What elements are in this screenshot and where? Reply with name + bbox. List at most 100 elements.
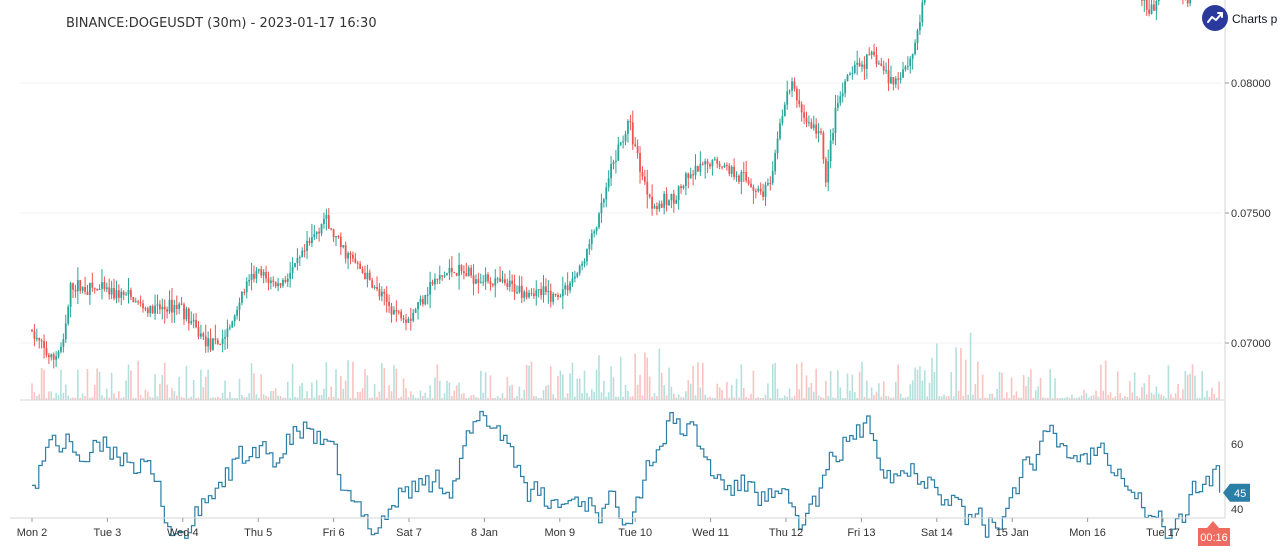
- volume-bar: [231, 397, 234, 400]
- candle-body: [327, 215, 330, 229]
- volume-bar: [1054, 378, 1056, 400]
- candle-body: [310, 237, 313, 243]
- volume-bar: [851, 374, 854, 400]
- candle-body: [557, 295, 559, 298]
- volume-bar: [547, 384, 550, 400]
- candle-body: [841, 93, 844, 97]
- volume-bar: [385, 397, 388, 400]
- candle-body: [875, 55, 878, 65]
- time-tag: [1198, 528, 1230, 546]
- volume-bar: [663, 385, 665, 400]
- candle-body: [561, 289, 564, 297]
- candle-body: [598, 213, 600, 228]
- candle-body: [680, 186, 682, 189]
- time-tick-label: Tue 10: [618, 527, 652, 539]
- volume-series: [31, 332, 1220, 400]
- volume-bar: [619, 356, 622, 400]
- candle-body: [364, 272, 366, 280]
- volume-bar: [1049, 368, 1052, 400]
- volume-bar: [658, 348, 661, 400]
- candle-body: [429, 282, 432, 295]
- candle-body: [35, 338, 38, 340]
- candle-body: [306, 240, 308, 251]
- volume-bar: [825, 380, 827, 400]
- volume-bar: [142, 397, 144, 400]
- volume-bar: [255, 394, 258, 400]
- price-tick-label: 0.07500: [1231, 208, 1271, 220]
- volume-bar: [904, 397, 907, 400]
- candle-body: [407, 318, 410, 323]
- volume-bar: [378, 391, 381, 400]
- volume-bar: [448, 382, 451, 400]
- candle-body: [887, 70, 890, 84]
- volume-bar: [1022, 375, 1025, 400]
- candle-body: [185, 308, 188, 320]
- volume-bar: [853, 392, 856, 400]
- volume-bar: [376, 397, 378, 400]
- volume-bar: [542, 390, 545, 400]
- volume-bar: [1172, 397, 1175, 400]
- volume-bar: [1020, 397, 1023, 400]
- candle-body: [682, 186, 685, 189]
- volume-bar: [159, 383, 161, 400]
- candle-body: [759, 188, 762, 192]
- candle-body: [467, 267, 470, 277]
- candle-body: [161, 306, 164, 310]
- volume-bar: [979, 397, 982, 400]
- volume-bar: [595, 369, 598, 400]
- volume-bar: [144, 389, 147, 400]
- candle-body: [33, 331, 36, 339]
- candle-body: [549, 290, 552, 302]
- candle-body: [325, 215, 328, 219]
- volume-bar: [846, 373, 849, 400]
- candle-body: [214, 338, 217, 341]
- candle-body: [424, 295, 427, 305]
- chart-trend-icon[interactable]: [1202, 5, 1228, 31]
- volume-bar: [993, 397, 996, 400]
- candle-body: [803, 112, 805, 118]
- time-tick-label: Thu 5: [244, 527, 272, 539]
- candle-body: [190, 321, 193, 324]
- candle-body: [62, 339, 65, 347]
- volume-bar: [265, 395, 267, 400]
- volume-bar: [64, 384, 67, 400]
- volume-bar: [388, 385, 390, 400]
- volume-bar: [400, 396, 402, 400]
- candle-body: [665, 193, 668, 206]
- volume-bar: [344, 380, 347, 400]
- volume-bar: [610, 366, 612, 400]
- candle-body: [730, 166, 733, 174]
- candle-body: [499, 278, 501, 282]
- volume-bar: [955, 347, 957, 400]
- candle-body: [634, 144, 637, 147]
- candle-body: [224, 336, 226, 339]
- candle-body: [672, 193, 675, 204]
- candle-body: [865, 54, 868, 69]
- time-tick-label: Mon 2: [17, 527, 48, 539]
- candle-body: [764, 184, 767, 197]
- candle-body: [791, 81, 793, 91]
- volume-bar: [361, 388, 364, 400]
- oscillator-axis-ticks[interactable]: 40 60: [1231, 439, 1243, 516]
- brand-label[interactable]: Charts p: [1232, 12, 1278, 26]
- candle-body: [641, 171, 644, 177]
- candle-body: [397, 311, 400, 313]
- volume-bar: [1206, 390, 1208, 400]
- volume-bar: [221, 392, 224, 400]
- volume-bar: [535, 396, 538, 400]
- volume-bar: [911, 380, 914, 400]
- volume-bar: [692, 365, 694, 400]
- candle-body: [91, 282, 94, 288]
- volume-bar: [1032, 397, 1035, 400]
- candle-body: [742, 171, 745, 173]
- volume-bar: [216, 396, 219, 400]
- volume-bar: [656, 396, 658, 400]
- candle-body: [511, 280, 514, 285]
- candle-body: [494, 278, 497, 286]
- candle-body: [245, 281, 248, 293]
- volume-bar: [1198, 397, 1201, 400]
- volume-bar: [706, 397, 709, 400]
- volume-bar: [721, 390, 723, 400]
- time-axis-ticks[interactable]: Mon 2 Tue 3 Wed 4 Thu 5 Fri 6 Sat 7 8 Jan Mon 9…: [17, 518, 1180, 539]
